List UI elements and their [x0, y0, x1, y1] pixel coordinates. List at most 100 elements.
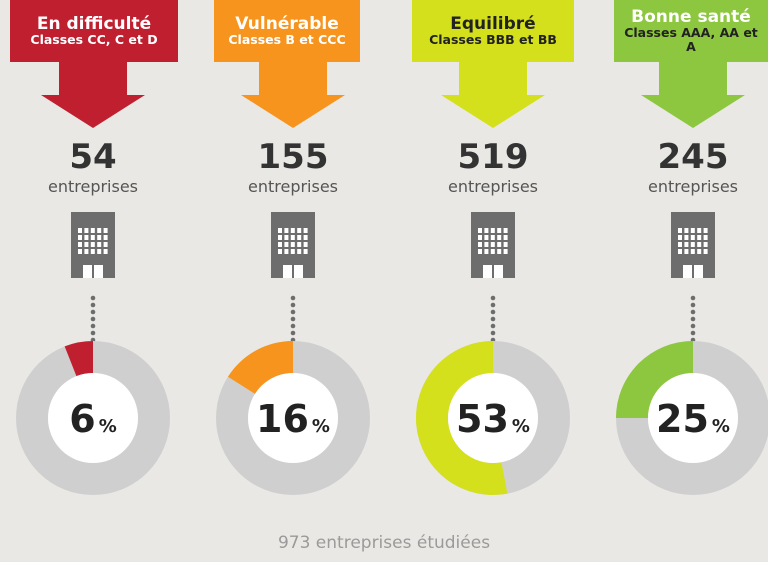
dot	[290, 330, 296, 336]
window	[303, 249, 308, 254]
window	[678, 242, 682, 247]
dot	[490, 330, 496, 336]
window	[297, 235, 302, 240]
dot	[690, 309, 696, 315]
window	[90, 228, 95, 233]
donut-hole	[248, 373, 338, 463]
window	[278, 242, 282, 247]
window	[290, 249, 295, 254]
header-box: En difficulté Classes CC, C et D	[10, 0, 178, 62]
count-label: entreprises	[448, 177, 538, 196]
window	[484, 249, 489, 254]
window	[297, 228, 302, 233]
percent-value: 6	[69, 397, 95, 441]
window	[284, 228, 289, 233]
window	[103, 228, 108, 233]
window	[503, 228, 508, 233]
donut-hole	[648, 373, 738, 463]
window	[697, 235, 702, 240]
percent: 53%	[456, 397, 530, 441]
donut-segment	[64, 341, 93, 377]
count-label: entreprises	[248, 177, 338, 196]
percent-unit: %	[99, 416, 117, 437]
window	[290, 228, 295, 233]
header-subtitle: Classes AAA, AA et A	[624, 25, 758, 54]
count: 54	[69, 137, 116, 177]
window	[284, 242, 289, 247]
dot	[90, 309, 96, 315]
window	[703, 228, 708, 233]
dot	[490, 316, 496, 322]
window	[84, 249, 89, 254]
door-split	[692, 265, 694, 278]
percent-value: 25	[656, 397, 709, 441]
count-label: entreprises	[648, 177, 738, 196]
window	[278, 228, 282, 233]
window	[303, 235, 308, 240]
header-box: Vulnérable Classes B et CCC	[214, 0, 360, 62]
window	[278, 235, 282, 240]
donut-segment	[416, 341, 508, 495]
window	[78, 242, 82, 247]
header-title: Bonne santé	[631, 7, 751, 27]
window	[84, 235, 89, 240]
window	[690, 235, 695, 240]
percent-value: 16	[256, 397, 309, 441]
window	[78, 228, 82, 233]
count: 155	[258, 137, 329, 177]
window	[97, 249, 102, 254]
dot	[90, 302, 96, 308]
window	[684, 228, 689, 233]
window	[97, 228, 102, 233]
dot	[690, 302, 696, 308]
window	[497, 242, 502, 247]
arrow	[241, 60, 345, 128]
window	[78, 249, 82, 254]
percent-unit: %	[712, 416, 730, 437]
count: 245	[658, 137, 729, 177]
footer: 973 entreprises étudiées	[278, 533, 490, 553]
window	[278, 249, 282, 254]
window	[478, 242, 482, 247]
window	[97, 242, 102, 247]
arrow	[441, 60, 545, 128]
donut-hole	[48, 373, 138, 463]
window	[484, 235, 489, 240]
window	[697, 242, 702, 247]
window	[684, 249, 689, 254]
window	[303, 228, 308, 233]
window	[297, 249, 302, 254]
window	[490, 249, 495, 254]
donut-segment	[227, 341, 293, 394]
dot	[290, 316, 296, 322]
window	[490, 228, 495, 233]
window	[678, 228, 682, 233]
window	[684, 242, 689, 247]
window	[678, 249, 682, 254]
dot	[490, 302, 496, 308]
dot	[290, 309, 296, 315]
dot	[690, 330, 696, 336]
header-subtitle: Classes BBB et BB	[429, 32, 557, 47]
window	[490, 235, 495, 240]
percent-unit: %	[312, 416, 330, 437]
dot	[290, 295, 296, 301]
percent: 6%	[69, 397, 117, 441]
window	[697, 249, 702, 254]
window	[703, 242, 708, 247]
donut-hole	[448, 373, 538, 463]
arrow	[641, 60, 745, 128]
window	[90, 242, 95, 247]
window	[503, 235, 508, 240]
header-subtitle: Classes B et CCC	[228, 32, 346, 47]
window	[697, 228, 702, 233]
window	[484, 228, 489, 233]
window	[690, 249, 695, 254]
window	[484, 242, 489, 247]
window	[690, 228, 695, 233]
percent-unit: %	[512, 416, 530, 437]
dot	[490, 323, 496, 329]
header-box: Bonne santé Classes AAA, AA et A	[614, 0, 768, 62]
percent: 25%	[656, 397, 730, 441]
percent-value: 53	[456, 397, 509, 441]
